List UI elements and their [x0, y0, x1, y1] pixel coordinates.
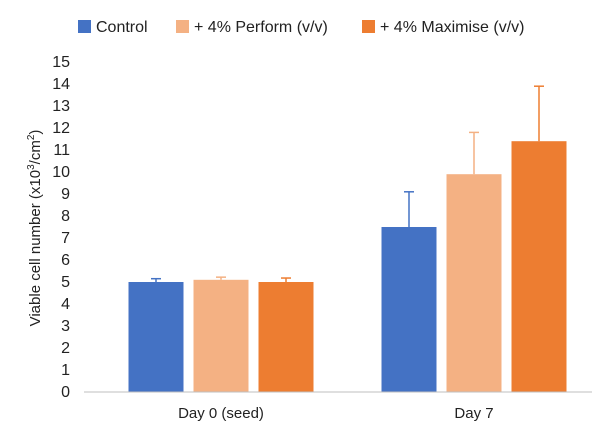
y-tick-label: 6: [61, 252, 70, 269]
x-category-label: Day 0 (seed): [178, 405, 264, 422]
y-tick-label: 1: [61, 362, 70, 379]
y-tick-label: 13: [52, 98, 70, 115]
legend-swatch: [176, 20, 189, 33]
y-tick-label: 0: [61, 384, 70, 401]
bar: [193, 279, 249, 392]
bar: [446, 174, 502, 392]
bar: [128, 282, 184, 392]
y-tick-label: 7: [61, 230, 70, 247]
y-tick-label: 2: [61, 340, 70, 357]
y-tick-label: 15: [52, 54, 70, 71]
bar: [511, 141, 567, 392]
y-tick-label: 5: [61, 274, 70, 291]
legend-swatch: [362, 20, 375, 33]
bars: [128, 141, 567, 392]
y-tick-label: 10: [52, 164, 70, 181]
y-tick-label: 3: [61, 318, 70, 335]
y-tick-label: 8: [61, 208, 70, 225]
y-axis-label: Viable cell number (x103/cm2): [26, 130, 44, 327]
legend: Control + 4% Perform (v/v) + 4% Maximise (…: [78, 19, 524, 36]
y-tick-label: 9: [61, 186, 70, 203]
legend-label: + 4% Maximise (v/v): [380, 19, 524, 36]
x-axis-labels: Day 0 (seed) Day 7: [178, 405, 494, 422]
y-tick-label: 14: [52, 76, 70, 93]
bar: [258, 282, 314, 392]
legend-label: + 4% Perform (v/v): [194, 19, 328, 36]
bar: [381, 227, 437, 392]
x-category-label: Day 7: [454, 405, 493, 422]
y-tick-label: 12: [52, 120, 70, 137]
error-bars: [151, 85, 544, 282]
y-tick-label: 11: [53, 142, 70, 159]
y-tick-label: 4: [61, 296, 70, 313]
legend-swatch: [78, 20, 91, 33]
legend-label: Control: [96, 19, 148, 36]
